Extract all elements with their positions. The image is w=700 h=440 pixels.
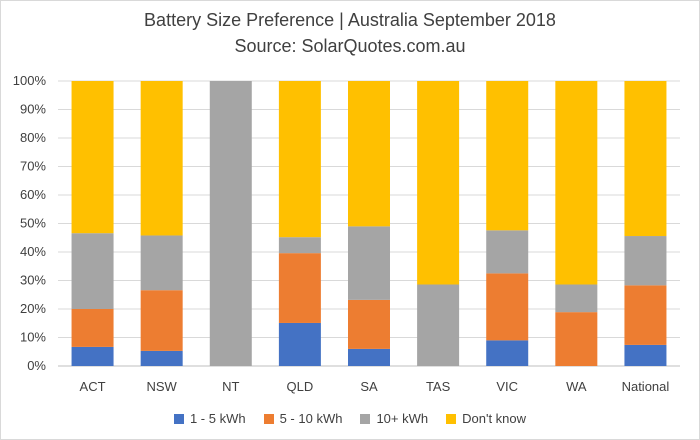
chart-subtitle: Source: SolarQuotes.com.au xyxy=(234,36,466,56)
y-tick-label: 20% xyxy=(20,301,46,316)
x-tick-label: NSW xyxy=(146,379,177,394)
x-tick-label: TAS xyxy=(426,379,451,394)
bar-segment xyxy=(555,312,598,366)
y-tick-label: 60% xyxy=(20,187,46,202)
bar-segment xyxy=(209,81,252,366)
bar-segment xyxy=(486,81,529,231)
legend-swatch xyxy=(263,413,274,424)
bar-segment xyxy=(140,290,183,351)
x-tick-label: NT xyxy=(222,379,239,394)
bar-segment xyxy=(348,81,390,227)
bar-segment xyxy=(348,226,390,300)
y-tick-label: 30% xyxy=(20,273,46,288)
bar-segment xyxy=(417,284,460,366)
legend-item: Don't know xyxy=(446,411,526,426)
bar-segment xyxy=(624,344,667,366)
bar-segment xyxy=(140,350,183,366)
x-tick-label: QLD xyxy=(287,379,314,394)
bar-segment xyxy=(417,81,460,285)
legend-item: 5 - 10 kWh xyxy=(263,411,343,426)
legend-label: Don't know xyxy=(462,411,527,426)
bar-segment xyxy=(71,233,114,309)
x-tick-label: National xyxy=(622,379,670,394)
bar-segment xyxy=(486,273,529,341)
x-tick-label: WA xyxy=(566,379,587,394)
bar-segment xyxy=(348,299,390,349)
x-tick-label: ACT xyxy=(80,379,106,394)
chart-legend: 1 - 5 kWh 5 - 10 kWh 10+ kWh Don't know xyxy=(0,411,700,426)
legend-swatch xyxy=(173,413,184,424)
bar-segment xyxy=(140,81,183,236)
bar-segment xyxy=(624,81,667,237)
y-tick-label: 10% xyxy=(20,330,46,345)
bar-segment xyxy=(278,237,321,254)
bar-segment xyxy=(278,81,321,238)
chart-title: Battery Size Preference | Australia Sept… xyxy=(144,10,556,30)
y-tick-label: 80% xyxy=(20,130,46,145)
bar-segment xyxy=(624,285,667,345)
bar-segment xyxy=(140,235,183,291)
legend-label: 10+ kWh xyxy=(376,411,429,426)
bar-segment xyxy=(486,230,529,274)
x-tick-label: VIC xyxy=(496,379,518,394)
y-tick-label: 70% xyxy=(20,159,46,174)
x-tick-label: SA xyxy=(360,379,378,394)
bar-segment xyxy=(278,322,321,366)
y-tick-label: 100% xyxy=(13,73,47,88)
y-tick-label: 90% xyxy=(20,102,46,117)
legend-item: 1 - 5 kWh xyxy=(173,411,246,426)
bar-segment xyxy=(71,309,114,347)
y-tick-label: 50% xyxy=(20,216,46,231)
y-tick-label: 40% xyxy=(20,244,46,259)
bar-segment xyxy=(278,253,321,323)
legend-label: 1 - 5 kWh xyxy=(189,411,246,426)
bar-segment xyxy=(624,236,667,286)
legend-item: 10+ kWh xyxy=(360,411,428,426)
legend-swatch xyxy=(360,413,371,424)
y-tick-label: 0% xyxy=(27,358,46,373)
bar-segment xyxy=(555,284,598,313)
legend-label: 5 - 10 kWh xyxy=(279,411,343,426)
legend-swatch xyxy=(446,413,457,424)
bar-segment xyxy=(486,340,529,366)
bar-segment xyxy=(555,81,598,285)
bar-segment xyxy=(71,346,114,366)
bar-segment xyxy=(348,348,390,366)
bar-segment xyxy=(71,81,114,234)
